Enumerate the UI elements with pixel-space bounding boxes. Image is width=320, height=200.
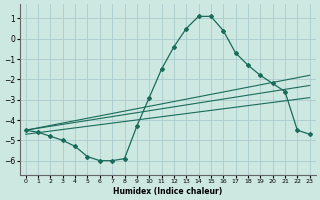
X-axis label: Humidex (Indice chaleur): Humidex (Indice chaleur): [113, 187, 222, 196]
